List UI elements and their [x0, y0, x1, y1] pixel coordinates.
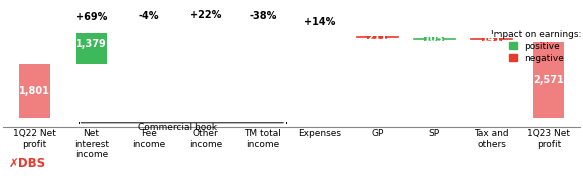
Bar: [196, 22, 216, 25]
Text: 2,571: 2,571: [533, 75, 564, 85]
Bar: [253, 23, 273, 27]
Text: 1,801: 1,801: [19, 86, 50, 96]
Text: +69%: +69%: [76, 12, 107, 22]
Text: 211: 211: [367, 32, 387, 42]
Bar: [19, 64, 50, 118]
Text: +22%: +22%: [190, 10, 222, 20]
Text: 238: 238: [310, 26, 331, 36]
Bar: [424, 37, 444, 41]
Bar: [139, 22, 159, 26]
Bar: [482, 38, 501, 41]
Text: -4%: -4%: [138, 11, 159, 21]
Text: 105: 105: [424, 34, 445, 44]
Text: 40: 40: [142, 19, 155, 29]
Text: 78: 78: [199, 19, 213, 29]
Bar: [76, 23, 107, 64]
Text: 141: 141: [482, 34, 502, 44]
Text: -38%: -38%: [249, 11, 276, 21]
Bar: [310, 29, 330, 33]
Text: 1,379: 1,379: [76, 39, 107, 49]
Text: ✗DBS: ✗DBS: [9, 156, 45, 170]
Bar: [533, 42, 564, 118]
Legend: positive, negative: positive, negative: [491, 30, 581, 63]
Text: 162: 162: [253, 20, 273, 30]
Text: +14%: +14%: [304, 17, 336, 27]
Bar: [367, 36, 387, 39]
Text: Commercial book: Commercial book: [138, 123, 217, 132]
